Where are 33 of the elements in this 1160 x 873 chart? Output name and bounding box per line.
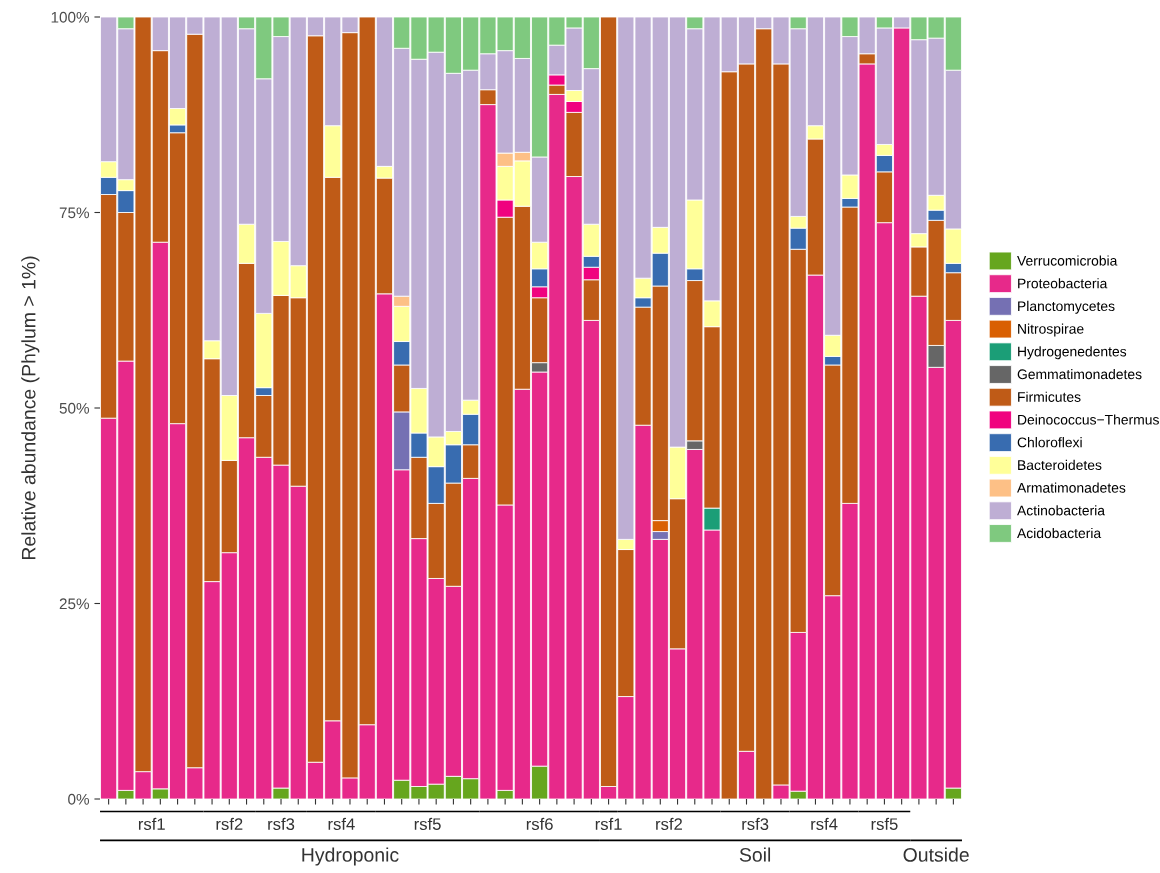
text: rsf3 <box>742 817 769 831</box>
text: rsf6 <box>526 817 553 831</box>
text: rsf3 <box>268 817 295 831</box>
legend-label: Hydrogenedentes <box>1018 346 1127 360</box>
legend-label: Proteobacteria <box>1018 278 1108 289</box>
y-axis-title: Relative abundance (Phylum > 1%) <box>21 256 40 560</box>
legend-label: Planctomycetes <box>1018 300 1115 314</box>
text: rsf5 <box>871 817 898 831</box>
text: rsf5 <box>414 817 441 831</box>
text: Soil <box>739 847 771 862</box>
legend-label: Verrucomicrobia <box>1017 255 1118 266</box>
y-tick-label: 0% <box>68 793 90 805</box>
legend-label: Actinobacteria <box>1017 505 1106 516</box>
legend-label: Armatimonadetes <box>1017 482 1126 493</box>
text: rsf1 <box>138 817 165 831</box>
y-tick-label: 100% <box>51 11 90 23</box>
y-tick-label: 50% <box>59 402 90 414</box>
text: rsf2 <box>216 817 243 831</box>
legend-label: Chloroflexi <box>1017 437 1082 448</box>
legend-label: Firmicutes <box>1018 391 1081 402</box>
legend-label: Nitrospirae <box>1018 323 1084 337</box>
legend-label: Bacteroidetes <box>1018 459 1102 471</box>
text: rsf1 <box>595 817 622 831</box>
legend-label: Gemmatimonadetes <box>1017 368 1142 380</box>
text: rsf4 <box>811 817 838 831</box>
y-tick-label: 75% <box>59 207 90 219</box>
text: Outside <box>903 847 969 862</box>
legend-label: Acidobacteria <box>1017 527 1102 539</box>
legend-label: Deinococcus−Thermus <box>1018 414 1159 425</box>
text: rsf4 <box>328 817 355 831</box>
text: Hydroponic <box>302 847 399 866</box>
y-tick-label: 25% <box>59 598 90 610</box>
text: rsf2 <box>656 817 682 831</box>
